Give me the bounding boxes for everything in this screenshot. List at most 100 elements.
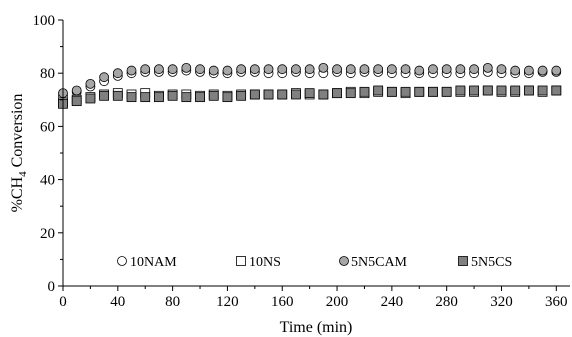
point-5n5cs-130 — [236, 90, 247, 101]
point-5n5cam-160 — [277, 64, 288, 75]
point-5n5cam-170 — [291, 64, 301, 75]
x-tick-label-200: 200 — [326, 294, 349, 310]
point-5n5cam-140 — [249, 64, 260, 75]
point-5n5cam-130 — [236, 64, 247, 75]
point-5n5cs-340 — [523, 85, 534, 96]
point-5n5cam-80 — [167, 64, 178, 75]
point-5n5cs-10 — [71, 96, 82, 107]
point-5n5cs-360 — [551, 85, 562, 96]
y-tick-label-80: 80 — [40, 66, 55, 82]
point-5n5cs-290 — [455, 85, 466, 96]
x-axis-ticks: 0 40 80 120 160 200 240 280 320 360 — [59, 286, 568, 310]
y-axis-title-rest: Conversion — [9, 94, 26, 172]
point-5n5cam-280 — [441, 64, 452, 75]
x-tick-label-360: 360 — [545, 294, 568, 310]
point-5n5cs-300 — [469, 85, 479, 96]
point-5n5cam-60 — [140, 64, 151, 75]
y-axis-title: %CH4 Conversion — [9, 94, 29, 213]
x-tick-label-80: 80 — [165, 294, 180, 310]
point-5n5cam-20 — [85, 78, 96, 89]
point-5n5cam-10 — [71, 85, 82, 96]
point-5n5cs-250 — [400, 86, 411, 97]
point-5n5cam-110 — [208, 65, 219, 76]
point-5n5cs-240 — [386, 86, 397, 97]
point-5n5cam-100 — [195, 64, 205, 75]
point-5n5cs-330 — [510, 85, 521, 96]
point-5n5cs-190 — [318, 89, 329, 100]
point-5n5cam-250 — [400, 64, 411, 75]
legend-label-5n5cs: 5N5CS — [471, 255, 512, 270]
y-tick-label-60: 60 — [40, 119, 55, 135]
x-tick-label-320: 320 — [490, 294, 513, 310]
point-5n5cs-200 — [332, 88, 342, 99]
legend-marker-5n5cs — [458, 256, 468, 266]
point-5n5cam-290 — [455, 64, 466, 75]
point-5n5cam-340 — [523, 65, 534, 76]
legend-item-5n5cs: 5N5CS — [458, 255, 512, 270]
y-axis-title-main: %CH — [9, 176, 26, 212]
point-5n5cs-320 — [496, 85, 507, 96]
point-5n5cam-190 — [318, 62, 329, 73]
legend-label-5n5cam: 5N5CAM — [351, 255, 408, 270]
legend-item-10nam: 10NAM — [117, 255, 177, 270]
point-5n5cs-350 — [537, 85, 548, 96]
point-5n5cam-90 — [181, 62, 192, 73]
x-axis-title: Time (min) — [280, 319, 353, 336]
legend-marker-5n5cam — [339, 256, 349, 266]
legend-label-10nam: 10NAM — [130, 255, 177, 270]
y-tick-label-100: 100 — [33, 13, 56, 29]
point-5n5cs-220 — [359, 86, 370, 97]
legend-marker-10nam — [117, 256, 127, 266]
data-points — [58, 62, 562, 109]
legend-marker-10ns — [236, 256, 246, 266]
y-tick-label-20: 20 — [40, 226, 55, 242]
point-5n5cam-230 — [373, 64, 384, 75]
point-5n5cam-240 — [386, 64, 397, 75]
y-tick-label-0: 0 — [48, 279, 56, 295]
point-5n5cam-360 — [551, 65, 562, 76]
point-5n5cs-120 — [222, 92, 233, 103]
point-5n5cs-280 — [441, 86, 452, 97]
point-5n5cs-150 — [263, 89, 274, 100]
point-5n5cs-140 — [249, 89, 260, 100]
point-5n5cs-70 — [154, 92, 164, 103]
point-5n5cs-210 — [345, 88, 356, 99]
legend-label-10ns: 10NS — [249, 255, 281, 270]
point-5n5cam-50 — [126, 65, 137, 76]
point-5n5cs-270 — [428, 86, 438, 97]
point-5n5cam-200 — [332, 64, 342, 75]
legend: 10NAM 10NS 5N5CAM 5N5CS — [117, 255, 512, 270]
point-5n5cs-170 — [291, 89, 301, 100]
point-5n5cam-350 — [537, 65, 548, 76]
point-5n5cam-180 — [304, 64, 315, 75]
point-5n5cs-180 — [304, 88, 315, 99]
point-5n5cs-90 — [181, 92, 192, 103]
point-5n5cs-30 — [99, 90, 110, 101]
y-tick-label-40: 40 — [40, 173, 55, 189]
point-5n5cs-160 — [277, 89, 288, 100]
y-axis-ticks: 0 20 40 60 80 100 — [33, 13, 63, 295]
x-tick-label-280: 280 — [435, 294, 458, 310]
y-axis-title-subscript: 4 — [17, 171, 29, 177]
point-5n5cam-210 — [345, 64, 356, 75]
point-5n5cs-310 — [482, 85, 493, 96]
legend-item-10ns: 10NS — [236, 255, 281, 270]
x-tick-label-160: 160 — [271, 294, 294, 310]
point-5n5cam-30 — [99, 72, 110, 83]
point-5n5cam-330 — [510, 65, 521, 76]
point-5n5cam-120 — [222, 65, 233, 76]
x-tick-label-0: 0 — [59, 294, 67, 310]
point-5n5cam-270 — [428, 64, 438, 75]
point-5n5cs-80 — [167, 90, 178, 101]
point-5n5cs-50 — [126, 92, 137, 103]
point-5n5cam-320 — [496, 64, 507, 75]
x-tick-label-120: 120 — [216, 294, 239, 310]
point-5n5cs-230 — [373, 85, 384, 96]
point-5n5cam-300 — [469, 64, 479, 75]
point-5n5cs-40 — [112, 90, 123, 101]
axes — [62, 20, 570, 287]
point-5n5cam-70 — [154, 64, 164, 75]
point-5n5cam-310 — [482, 62, 493, 73]
point-5n5cs-100 — [195, 92, 205, 103]
x-tick-label-40: 40 — [110, 294, 125, 310]
